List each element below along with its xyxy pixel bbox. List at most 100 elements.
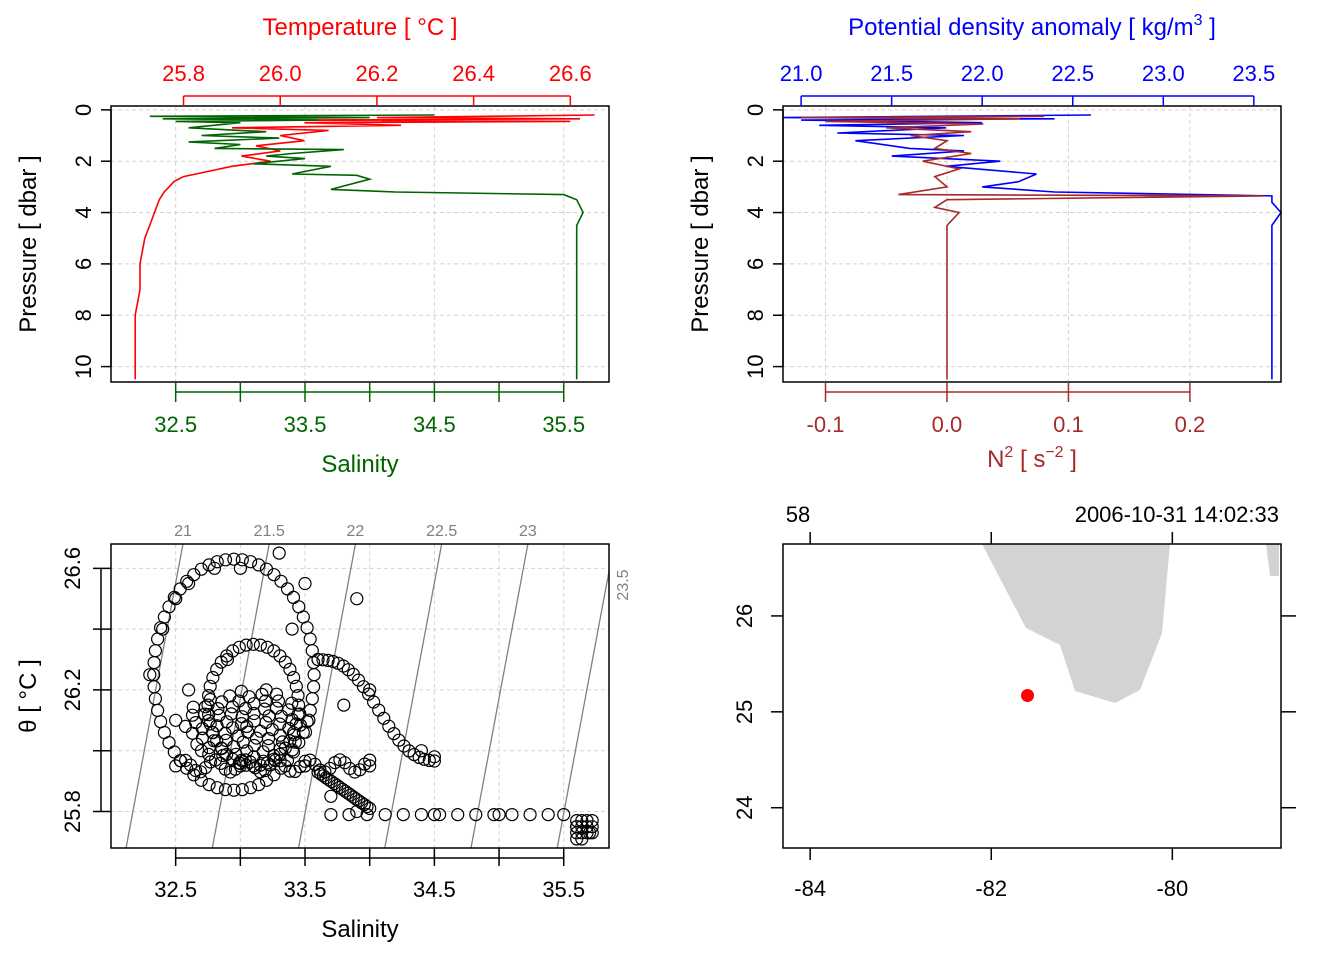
ts-point — [341, 663, 355, 677]
ts-point — [267, 644, 281, 658]
ts-point — [151, 703, 165, 718]
ts-point — [223, 689, 237, 703]
ts-point — [285, 622, 299, 636]
ts-point — [427, 754, 441, 768]
ts-point — [272, 546, 286, 560]
top-tick-label: 22.0 — [961, 61, 1004, 86]
ts-point — [305, 692, 319, 706]
ts-point — [316, 653, 330, 667]
top-tick-label: 26.6 — [549, 61, 592, 86]
series-salinity — [149, 114, 584, 380]
p1-plot-box — [110, 105, 610, 383]
y-tick-label: 0 — [743, 104, 768, 116]
ts-point — [285, 696, 299, 710]
isopycnal-label: 22 — [347, 523, 365, 540]
y-tick-label: 26.6 — [60, 547, 85, 590]
ts-point — [278, 759, 292, 773]
ts-point — [210, 781, 224, 795]
ts-point — [227, 783, 241, 797]
p2-plot-box — [782, 105, 1282, 383]
ts-point — [271, 694, 285, 708]
ts-point — [179, 753, 193, 768]
ts-point — [469, 807, 483, 822]
ts-point — [287, 670, 301, 685]
ts-point — [239, 638, 253, 652]
ts-point — [363, 759, 377, 773]
ts-point — [289, 679, 303, 693]
isopycnal-line — [125, 544, 184, 848]
series-density — [782, 114, 1283, 380]
ts-point — [298, 725, 313, 739]
x-tick-label: 33.5 — [284, 877, 327, 902]
ts-point — [203, 692, 217, 707]
p1-lines — [134, 114, 595, 380]
ts-point — [147, 655, 161, 670]
ts-point — [260, 640, 274, 654]
ts-point — [523, 807, 537, 822]
ts-point — [377, 711, 391, 725]
top-tick-label: 22.5 — [1051, 61, 1094, 86]
ts-point — [234, 684, 248, 699]
ts-point — [321, 653, 335, 668]
p2-pressure-axis: 0 2 4 6 8 10 — [743, 104, 784, 379]
top-tick-label: 21.0 — [780, 61, 823, 86]
ts-point — [244, 555, 258, 569]
ts-point — [261, 731, 276, 746]
ts-point — [148, 644, 162, 658]
p1-pressure-axis-title: Pressure [ dbar ] — [15, 155, 42, 332]
ts-point — [273, 728, 287, 742]
top-tick-label: 26.2 — [356, 61, 399, 86]
ts-point — [382, 719, 396, 733]
ts-point — [342, 807, 356, 822]
y-tick-label: 26.2 — [60, 669, 85, 712]
y-tick-label: 26 — [732, 604, 757, 628]
isopycnal-label: 21 — [174, 523, 192, 540]
y-tick-label: 4 — [743, 206, 768, 218]
top-tick-label: 23.5 — [1232, 61, 1275, 86]
p2-density-axis: 21.0 21.5 22.0 22.5 23.0 23.5 — [780, 61, 1275, 106]
x-tick-label: -80 — [1156, 876, 1188, 901]
ts-point — [212, 708, 226, 723]
isopycnal-line — [297, 544, 357, 848]
p4-plot-box — [782, 543, 1282, 849]
p1-salinity-axis-title: Salinity — [321, 451, 398, 478]
p1-grid — [111, 106, 609, 382]
ts-point — [218, 726, 232, 741]
ts-point — [216, 748, 230, 763]
ts-point — [215, 695, 229, 709]
ts-point — [186, 700, 200, 714]
ts-point — [288, 764, 302, 779]
p2-pressure-axis-title: Pressure [ dbar ] — [687, 155, 714, 332]
ts-point — [262, 709, 276, 723]
bottom-tick-label: 35.5 — [542, 412, 585, 437]
ts-point — [189, 763, 203, 778]
ts-point — [302, 713, 316, 727]
ts-point — [235, 782, 249, 797]
ts-point — [232, 640, 246, 654]
ts-point — [307, 668, 321, 682]
bottom-tick-label: 32.5 — [154, 412, 197, 437]
ts-point — [248, 761, 262, 775]
ts-point — [267, 748, 281, 763]
series-n2 — [801, 115, 1263, 380]
ts-point — [235, 553, 249, 567]
p2-lines — [782, 114, 1283, 380]
ts-point — [256, 754, 270, 768]
p4-land — [982, 544, 1279, 703]
p2-n2-axis-title: N2 [ s−2 ] — [987, 444, 1077, 473]
ts-point — [582, 826, 597, 840]
ts-point — [255, 687, 269, 702]
p1-salinity-axis: 32.5 33.5 34.5 35.5 — [154, 382, 585, 437]
ts-point — [215, 741, 229, 756]
ts-point — [492, 807, 506, 822]
ts-point — [210, 662, 224, 677]
ts-point — [218, 782, 233, 797]
top-tick-label: 21.5 — [870, 61, 913, 86]
ts-point — [234, 716, 249, 731]
ts-point — [202, 707, 216, 722]
bottom-tick-label: 0.0 — [932, 412, 963, 437]
ts-point — [298, 759, 312, 773]
ts-point — [207, 561, 222, 575]
ts-point — [351, 673, 366, 687]
